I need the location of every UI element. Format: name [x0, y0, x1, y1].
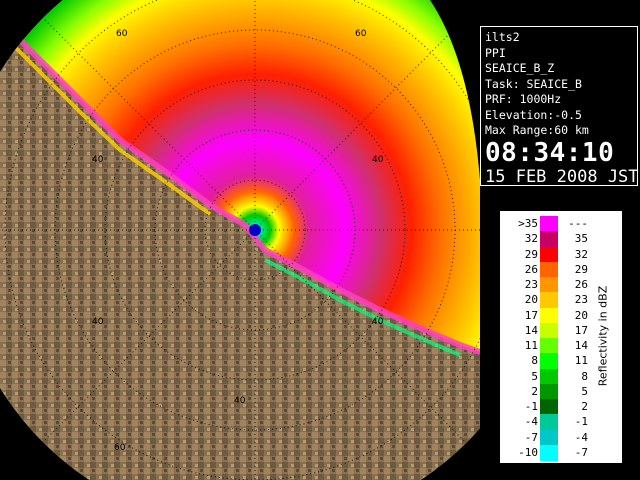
- legend-upper-bound: 26: [574, 278, 588, 291]
- legend-swatch: [540, 338, 558, 354]
- legend-lower-bound: -7: [524, 430, 538, 444]
- range-label: 60: [355, 29, 367, 39]
- range-label: 40: [372, 155, 384, 165]
- legend-swatch: [540, 261, 558, 278]
- legend-upper-bound: 5: [581, 384, 588, 398]
- range-label: 60: [114, 443, 126, 453]
- legend-lower-bound: -4: [524, 415, 538, 429]
- legend-lower-bound: -1: [524, 400, 538, 413]
- legend-upper-bound: 2: [581, 400, 588, 413]
- scan-date: 15 FEB 2008 JST: [485, 166, 639, 187]
- coastal-band: [0, 17, 480, 355]
- legend-row: 26 29: [500, 261, 600, 278]
- range-label: 40: [92, 317, 104, 327]
- legend-upper-bound: 17: [574, 323, 588, 337]
- legend-swatch: [540, 292, 558, 309]
- legend-row: 32 35: [500, 231, 600, 248]
- legend-swatch: [540, 322, 558, 339]
- legend-swatch: [540, 414, 558, 431]
- legend-row: -10 -7: [500, 444, 600, 461]
- legend-upper-bound: 29: [574, 262, 588, 276]
- legend-lower-bound: 20: [524, 293, 538, 307]
- legend-upper-bound: 8: [581, 369, 588, 383]
- legend-row: 8 11: [500, 353, 600, 370]
- legend-lower-bound: >35: [518, 217, 538, 230]
- legend-swatch: [540, 353, 558, 370]
- legend-upper-bound: 11: [574, 354, 588, 368]
- legend-swatch: [540, 429, 558, 446]
- legend-row: 23 26: [500, 277, 600, 293]
- legend-upper-bound: 14: [574, 339, 588, 352]
- legend-lower-bound: -10: [518, 445, 538, 459]
- legend-row: -1 2: [500, 399, 600, 415]
- legend-lower-bound: 23: [524, 278, 538, 291]
- radar-site-marker: [249, 224, 261, 236]
- legend-lower-bound: 11: [524, 339, 538, 352]
- legend-lower-bound: 8: [531, 354, 538, 368]
- legend-row: 20 23: [500, 292, 600, 309]
- max-range-value: Max Range:60 km: [485, 123, 589, 137]
- scan-type: PPI: [485, 45, 506, 60]
- legend-upper-bound: -1: [574, 415, 588, 429]
- range-label: 40: [372, 317, 384, 327]
- radar-ppi-display: 60 60 60 40 40 40 40 40: [0, 0, 480, 480]
- legend-title: Reflectivity in dBZ: [596, 285, 610, 387]
- legend-upper-bound: -4: [574, 430, 588, 444]
- legend-lower-bound: 26: [524, 262, 538, 276]
- legend-lower-bound: 14: [524, 323, 538, 337]
- legend-row: 11 14: [500, 338, 600, 354]
- legend-lower-bound: 2: [531, 384, 538, 398]
- legend-swatch: [540, 216, 558, 232]
- legend-upper-bound: 32: [574, 247, 588, 261]
- scan-time: 08:34:10: [485, 137, 615, 168]
- prf-value: PRF: 1000Hz: [485, 92, 562, 106]
- color-legend: >35 --- 32 35 29 32 26 29 23 26 20 23 17 20 14 17 11 14 8 1…: [499, 210, 623, 464]
- legend-row: 29 32: [500, 246, 600, 263]
- legend-swatch: [540, 399, 558, 415]
- legend-lower-bound: 17: [524, 308, 538, 322]
- elevation-value: Elevation:-0.5: [485, 107, 582, 122]
- legend-lower-bound: 29: [524, 247, 538, 261]
- legend-row: >35 ---: [500, 216, 600, 232]
- legend-swatch: [540, 307, 558, 324]
- legend-lower-bound: 32: [524, 232, 538, 246]
- legend-swatch: [540, 231, 558, 248]
- task-name: Task: SEAICE_B: [485, 76, 582, 91]
- legend-upper-bound: ---: [568, 217, 588, 230]
- scan-info-panel: ilts2 PPI SEAICE_B_Z Task: SEAICE_B PRF:…: [480, 26, 639, 187]
- range-label: 60: [116, 29, 128, 39]
- range-label: 40: [234, 396, 246, 406]
- land-mass: [0, 20, 480, 480]
- legend-swatch: [540, 383, 558, 400]
- legend-swatch: [540, 368, 558, 385]
- legend-row: 17 20: [500, 307, 600, 324]
- station-name: ilts2: [485, 30, 520, 44]
- legend-row: 14 17: [500, 322, 600, 339]
- legend-swatch: [540, 277, 558, 293]
- product-name: SEAICE_B_Z: [485, 61, 555, 75]
- legend-upper-bound: -7: [574, 445, 588, 459]
- legend-upper-bound: 23: [574, 293, 588, 307]
- legend-row: -7 -4: [500, 429, 600, 446]
- legend-upper-bound: 20: [574, 308, 588, 322]
- legend-lower-bound: 5: [531, 369, 538, 383]
- range-label: 40: [92, 155, 104, 165]
- legend-row: -4 -1: [500, 414, 600, 431]
- legend-swatch: [540, 444, 558, 461]
- legend-upper-bound: 35: [574, 232, 588, 246]
- legend-swatch: [540, 246, 558, 263]
